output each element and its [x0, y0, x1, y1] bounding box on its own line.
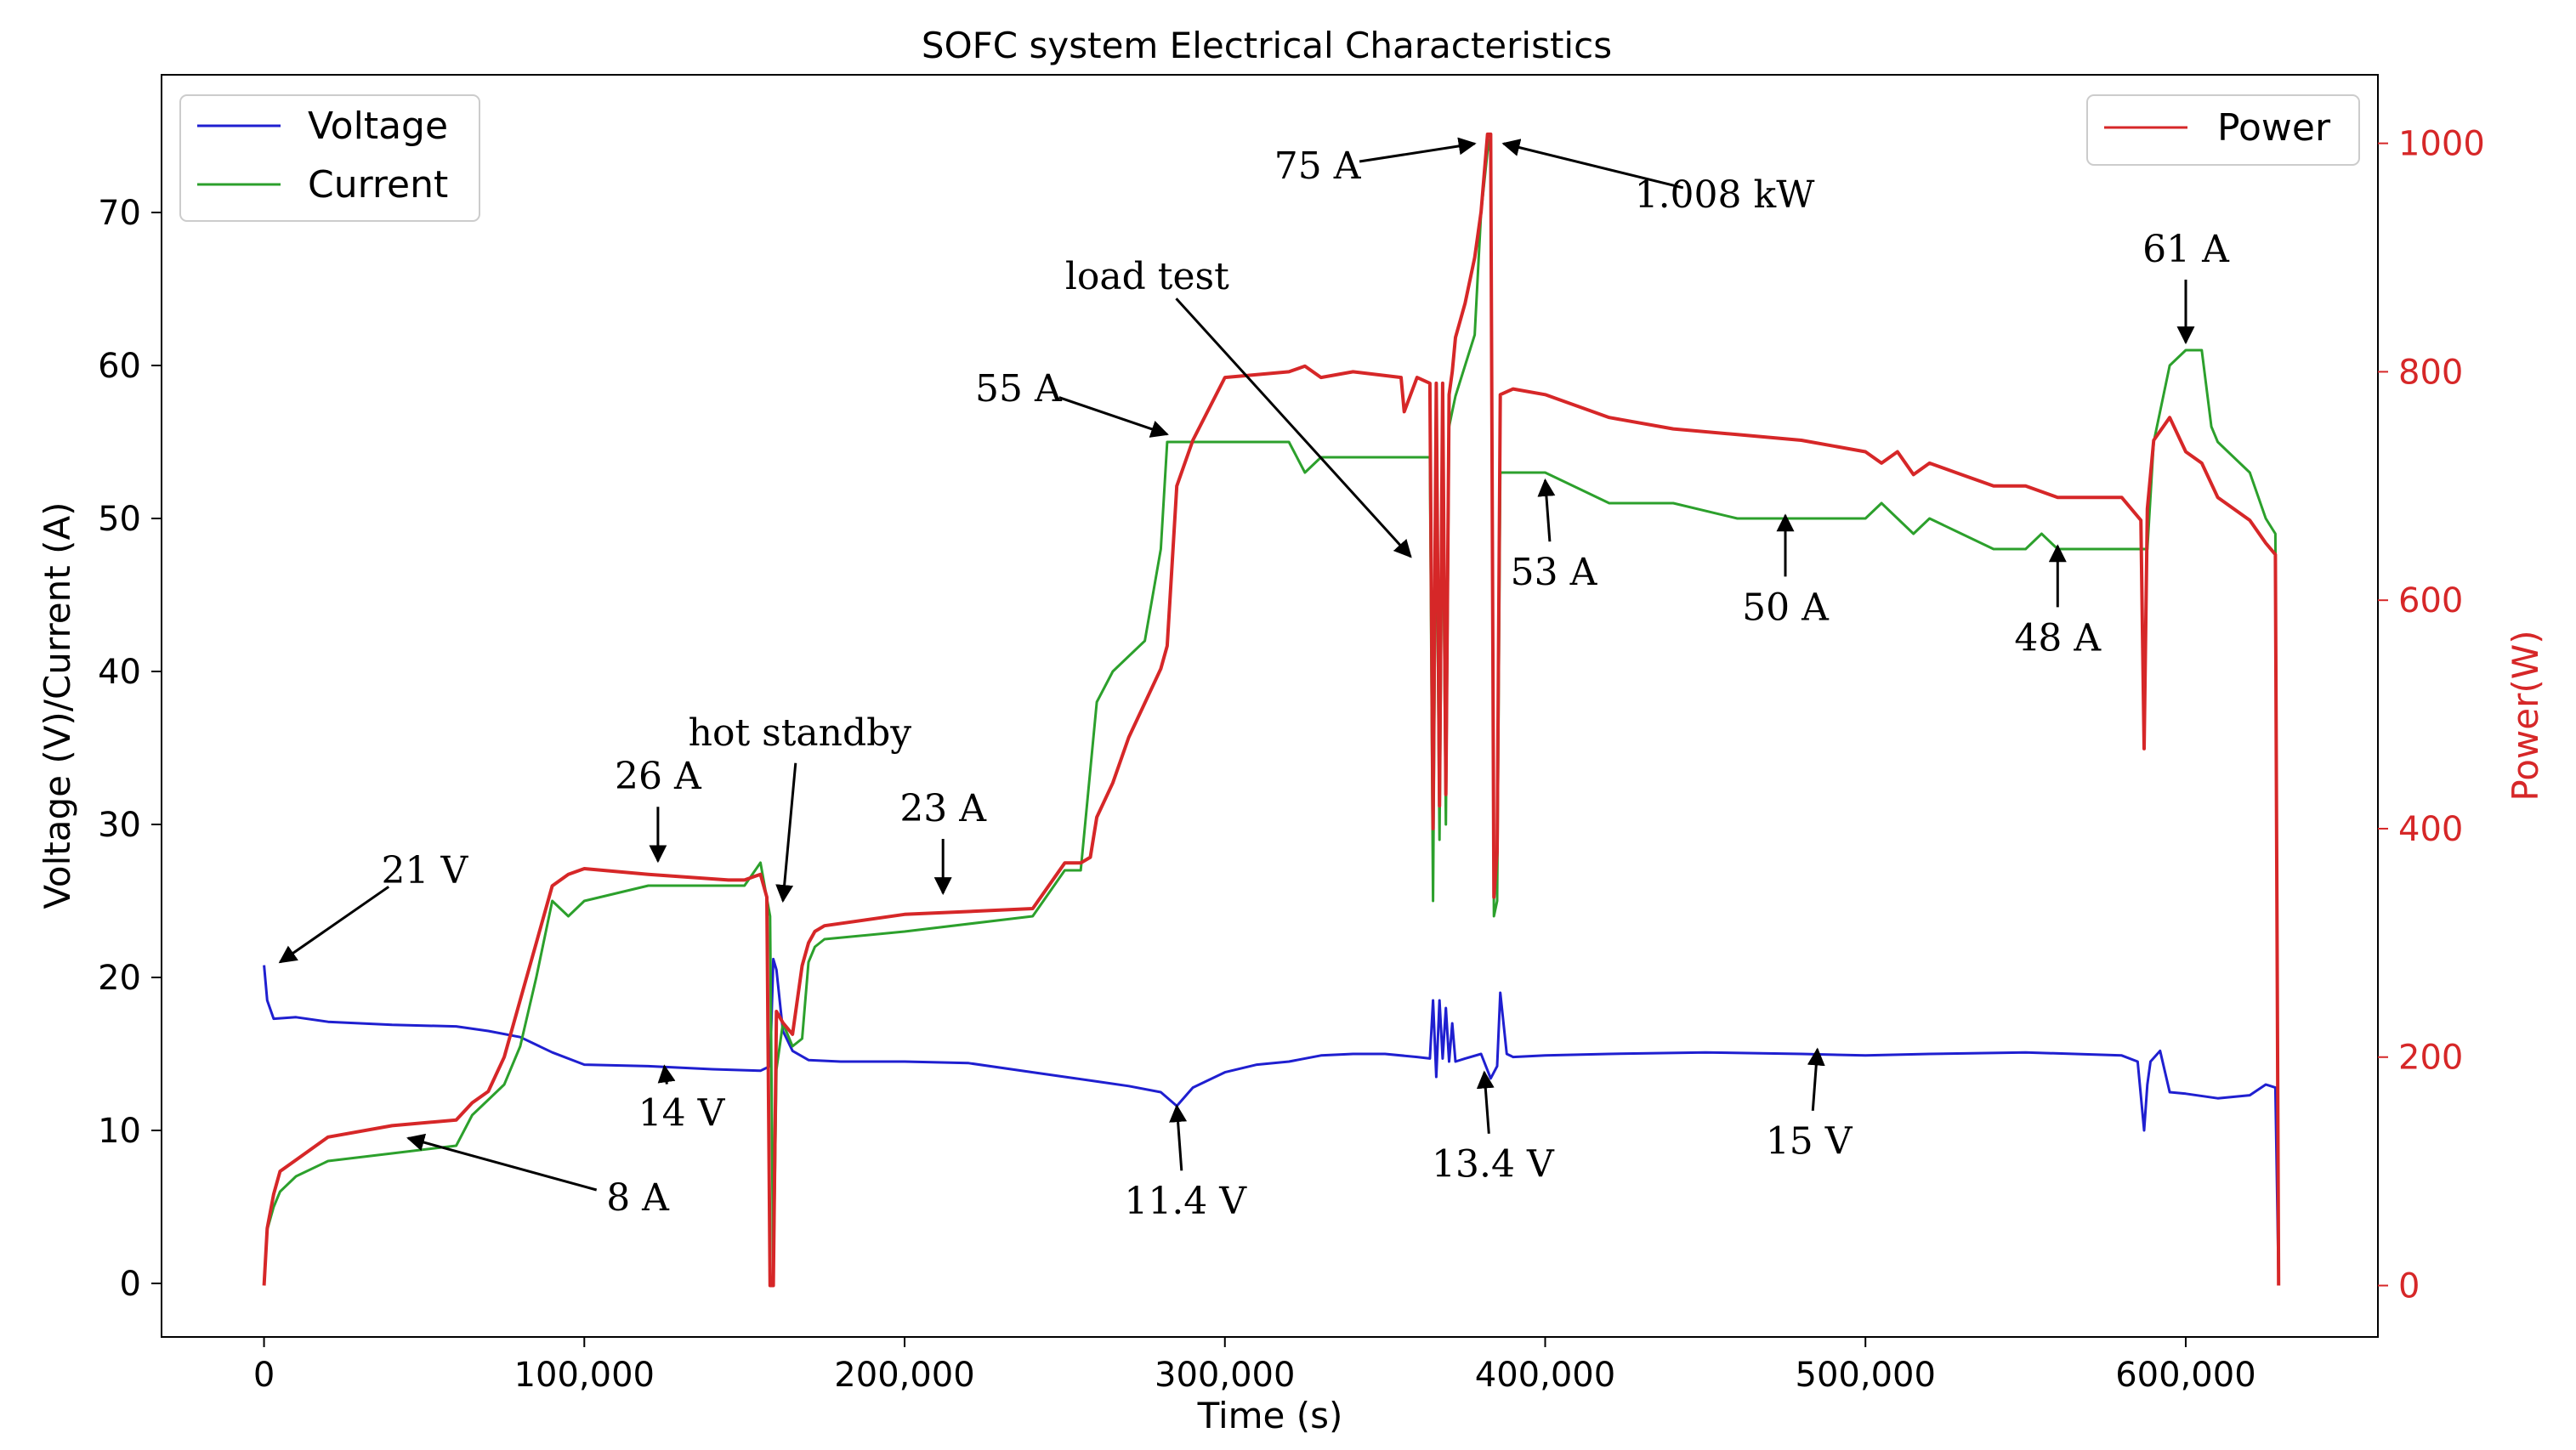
y-right-tick-label: 400 [2398, 810, 2463, 849]
chart-title: SOFC system Electrical Characteristics [922, 25, 1612, 66]
annotation-label-48-a: 48 A [2014, 616, 2102, 660]
annotation-label-13-4-v: 13.4 V [1432, 1143, 1555, 1187]
series-line-power [262, 132, 2281, 1288]
x-tick-label: 100,000 [514, 1356, 655, 1395]
annotation-arrow-hot-standby [775, 762, 797, 903]
annotation-arrow-21-v [278, 886, 390, 964]
y-axis-label-left: Voltage (V)/Current (A) [37, 501, 78, 909]
plot-frame [161, 74, 2379, 1338]
x-tick-label: 300,000 [1155, 1356, 1295, 1395]
legend-left: Voltage Current [179, 94, 480, 222]
y-left-tick-label: 50 [98, 500, 141, 539]
annotation-arrow-load-test [1175, 297, 1412, 558]
annotation-label-14-v: 14 V [638, 1091, 726, 1135]
legend-right-box [2086, 94, 2360, 166]
legend-label-voltage: Voltage [308, 105, 448, 148]
series-layer [262, 132, 2281, 1288]
annotation-label-15-v: 15 V [1766, 1120, 1853, 1164]
annotation-label-26-a: 26 A [615, 755, 702, 798]
annotation-arrow-8-a [406, 1133, 598, 1192]
y-right-tick-label: 0 [2398, 1267, 2420, 1306]
annotation-arrow-55-a [1058, 396, 1169, 438]
annotation-arrow-53-a [1537, 478, 1556, 542]
annotation-label-61-a: 61 A [2142, 228, 2230, 271]
x-tick-label: 500,000 [1796, 1356, 1936, 1395]
annotation-arrow-15-v [1807, 1047, 1825, 1111]
y-left-tick-label: 30 [98, 806, 141, 845]
y-right-tick-label: 1000 [2398, 125, 2485, 164]
legend-label-power: Power [2217, 106, 2331, 150]
annotation-label-50-a: 50 A [1742, 586, 1830, 629]
x-tick-label: 200,000 [834, 1356, 974, 1395]
y-left-tick-label: 10 [98, 1112, 141, 1151]
series-line-voltage [263, 957, 2280, 1284]
annotation-label-load-test: load test [1065, 255, 1229, 298]
annotation-label-21-v: 21 V [382, 849, 469, 892]
annotation-label-53-a: 53 A [1511, 551, 1598, 594]
x-tick-label: 0 [253, 1356, 275, 1395]
legend-label-current: Current [308, 163, 448, 207]
y-right-tick-label: 200 [2398, 1039, 2463, 1078]
y-right-tick-label: 600 [2398, 581, 2463, 620]
y-left-tick-label: 40 [98, 653, 141, 692]
y-left-tick-label: 0 [120, 1265, 141, 1304]
annotation-arrow-14-v [657, 1064, 676, 1085]
annotation-label-55-a: 55 A [975, 367, 1063, 411]
y-left-tick-label: 60 [98, 347, 141, 386]
y-left-tick-label: 70 [98, 194, 141, 233]
annotation-arrow-13-4-v [1476, 1070, 1495, 1134]
y-axis-label-right: Power(W) [2505, 630, 2546, 801]
series-line-current [263, 134, 2280, 1285]
x-axis-label: Time (s) [1197, 1395, 1343, 1436]
annotation-label-8-a: 8 A [606, 1176, 670, 1220]
x-tick-label: 400,000 [1475, 1356, 1615, 1395]
annotation-label-1-008-kw: 1.008 kW [1635, 173, 1816, 217]
annotation-arrow-11-4-v [1169, 1104, 1188, 1171]
annotation-label-75-a: 75 A [1274, 144, 1362, 188]
annotation-label-23-a: 23 A [899, 787, 987, 830]
x-tick-label: 600,000 [2115, 1356, 2255, 1395]
annotation-label-hot-standby: hot standby [689, 711, 912, 755]
annotation-arrow-1-008-kw [1501, 139, 1684, 190]
ticks-layer: 0 100,000 200,000 300,000 400,000 500,000 600,… [98, 125, 2485, 1395]
annotation-arrow-75-a [1359, 137, 1477, 163]
y-right-tick-label: 800 [2398, 353, 2463, 392]
legend-right: Power [2086, 94, 2360, 166]
y-left-tick-label: 20 [98, 959, 141, 998]
annotation-label-11-4-v: 11.4 V [1124, 1180, 1247, 1223]
